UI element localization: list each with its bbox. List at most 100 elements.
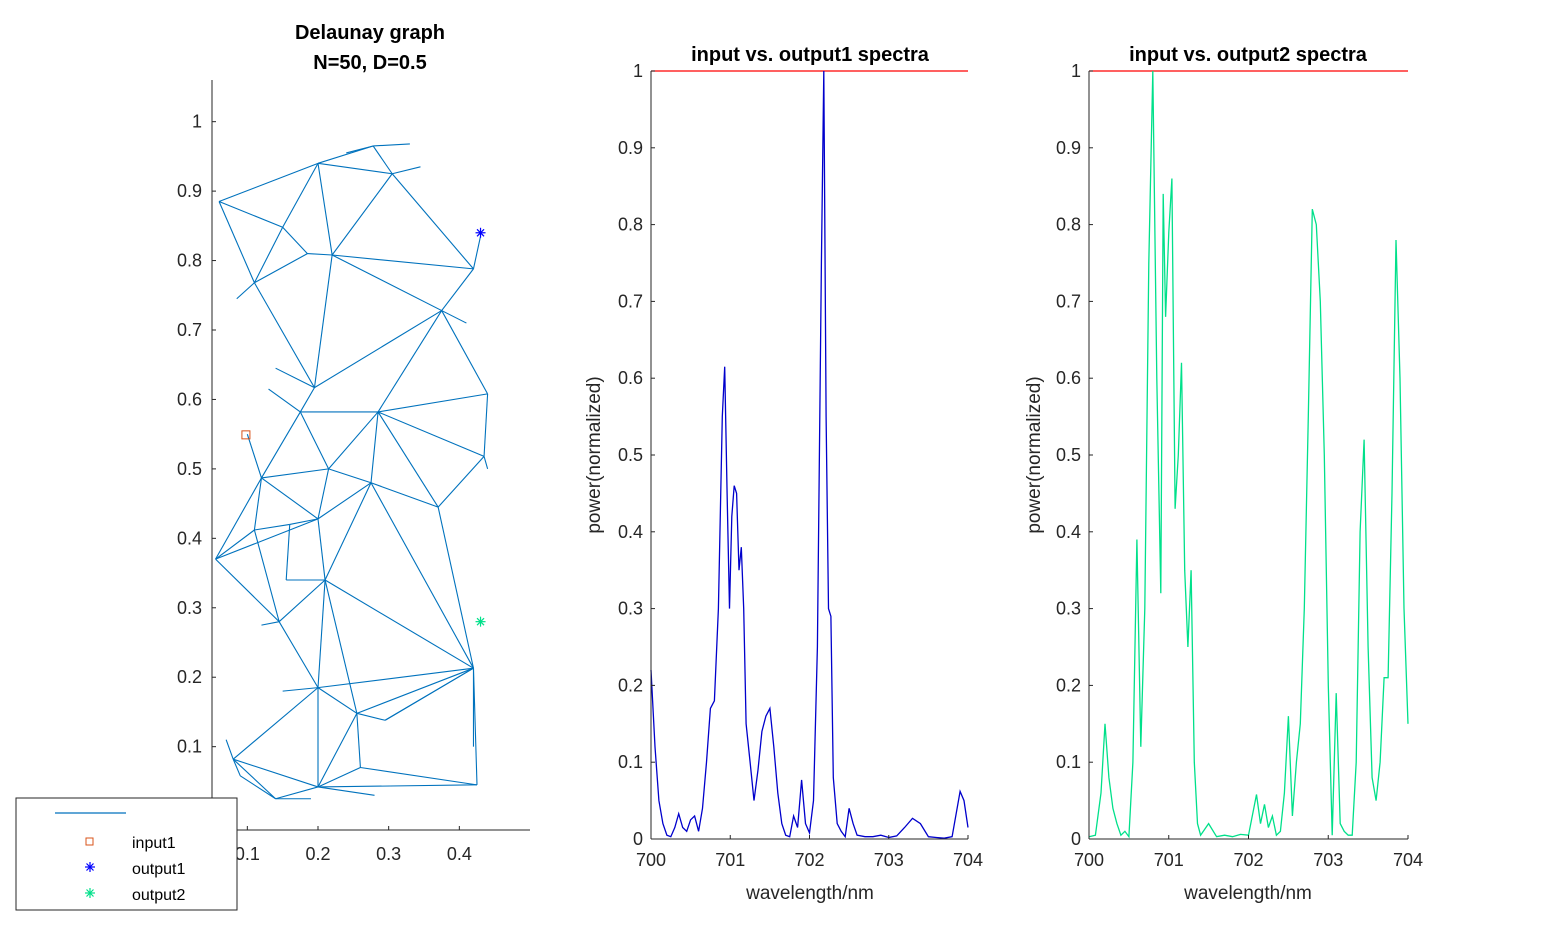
graph-edge	[261, 468, 329, 479]
output1-y-tick-label: 0.8	[618, 215, 643, 235]
graph-edge	[317, 784, 478, 788]
graph-x-tick-label: 0.2	[305, 844, 330, 864]
output2-y-tick-label: 0.6	[1056, 368, 1081, 388]
graph-edge	[472, 236, 482, 270]
output2-x-tick-label: 700	[1074, 850, 1104, 870]
graph-edge	[317, 579, 326, 688]
graph-edge	[331, 254, 442, 312]
graph-edge	[225, 739, 234, 760]
graph-edge	[275, 367, 315, 389]
output2-spectra-panel: input vs. output2 spectra 700 701 702 703 70…	[1024, 44, 1423, 904]
output2-x-tick-label: 704	[1393, 850, 1423, 870]
graph-edge	[328, 468, 372, 484]
graph-edge	[285, 524, 291, 581]
legend-output1-asterisk	[85, 862, 95, 872]
output2-y-tick-label: 0.5	[1056, 445, 1081, 465]
graph-edge	[317, 687, 358, 714]
graph-edge	[324, 579, 474, 669]
graph-edge	[370, 482, 439, 508]
output2-x-tick-label: 701	[1154, 850, 1184, 870]
graph-edge	[372, 145, 393, 175]
output1-y-tick-label: 0.7	[618, 291, 643, 311]
graph-edge	[232, 687, 319, 760]
output1-x-tick-label: 703	[874, 850, 904, 870]
output1-y-tick-label: 0.5	[618, 445, 643, 465]
legend-input1-swatch	[85, 837, 94, 846]
output1-series	[650, 70, 969, 839]
graph-edge	[377, 411, 485, 457]
graph-title: Delaunay graph	[295, 22, 445, 44]
output2-y-tick-label: 0.9	[1056, 138, 1081, 158]
graph-edge	[268, 388, 301, 413]
graph-edge	[314, 310, 442, 389]
delaunay-graph-panel: Delaunay graph N=50, D=0.5 0.1 0.2 0.3 0.4 …	[177, 22, 530, 864]
graph-edge	[282, 163, 319, 228]
graph-edge	[392, 166, 421, 175]
output1-y-tick-label: 0.1	[618, 752, 643, 772]
graph-edge	[377, 411, 439, 508]
legend-output2-label: output2	[132, 887, 185, 904]
graph-y-tick-label: 0.9	[177, 181, 202, 201]
output1-y-tick-label: 0.6	[618, 368, 643, 388]
graph-edge	[299, 411, 330, 470]
output1-y-tick-label: 0.2	[618, 675, 643, 695]
graph-edge	[472, 668, 478, 785]
graph-edge	[253, 529, 280, 622]
graph-edge	[218, 201, 283, 228]
graph-edge	[260, 411, 301, 479]
graph-edge	[441, 268, 474, 311]
graph-edge	[215, 529, 255, 560]
graph-edge	[483, 393, 489, 457]
output2-y-axis-title: power(normalized)	[1024, 376, 1045, 533]
output1-x-axis-title: wavelength/nm	[745, 883, 874, 904]
graph-edge	[232, 758, 241, 777]
graph-edge	[317, 786, 375, 796]
legend-input1-label: input1	[132, 835, 176, 852]
graph-edge	[441, 310, 467, 324]
graph-edges	[215, 143, 489, 800]
graph-edge	[356, 712, 386, 721]
output2-y-tick-label: 0.4	[1056, 522, 1081, 542]
graph-edge	[377, 310, 443, 413]
graph-edge	[356, 667, 474, 714]
graph-edge	[289, 518, 319, 525]
output1-x-ticks: 700 701 702 703 704	[636, 835, 983, 870]
output2-y-tick-label: 0	[1071, 829, 1081, 849]
graph-y-tick-label: 0.5	[177, 459, 202, 479]
graph-edge	[391, 173, 474, 270]
graph-edge	[360, 766, 478, 786]
output1-x-tick-label: 700	[636, 850, 666, 870]
graph-edge	[437, 506, 475, 669]
output2-y-ticks: 0 0.1 0.2 0.3 0.4 0.5 0.6 0.7 0.8 0.9 1	[1056, 61, 1093, 849]
output2-output2-line	[1088, 70, 1409, 839]
graph-edge	[384, 667, 474, 721]
graph-edge	[253, 226, 284, 284]
graph-edge	[261, 477, 319, 520]
graph-edge	[313, 254, 333, 388]
graph-edge	[215, 518, 319, 560]
graph-edge	[254, 253, 308, 284]
graph-edge	[441, 310, 489, 395]
graph-edge	[317, 518, 326, 581]
output1-y-tick-label: 1	[633, 61, 643, 81]
graph-edge	[254, 523, 290, 531]
output2-series	[1088, 70, 1409, 839]
output2-y-tick-label: 1	[1071, 61, 1081, 81]
graph-edge	[370, 411, 379, 483]
graph-edge	[239, 775, 276, 800]
legend-output2-asterisk	[85, 888, 95, 898]
output2-title: input vs. output2 spectra	[1129, 44, 1368, 66]
graph-edge	[307, 253, 333, 256]
graph-edge	[317, 713, 358, 788]
output1-y-ticks: 0 0.1 0.2 0.3 0.4 0.5 0.6 0.7 0.8 0.9 1	[618, 61, 655, 849]
graph-edge	[317, 163, 333, 256]
output2-x-tick-label: 703	[1313, 850, 1343, 870]
output1-title: input vs. output1 spectra	[691, 44, 930, 66]
graph-edge	[370, 482, 474, 669]
graph-x-tick-label: 0.1	[235, 844, 260, 864]
graph-x-tick-label: 0.4	[447, 844, 472, 864]
graph-y-tick-label: 0.8	[177, 251, 202, 271]
graph-edge	[215, 558, 280, 623]
graph-edge	[261, 621, 280, 626]
